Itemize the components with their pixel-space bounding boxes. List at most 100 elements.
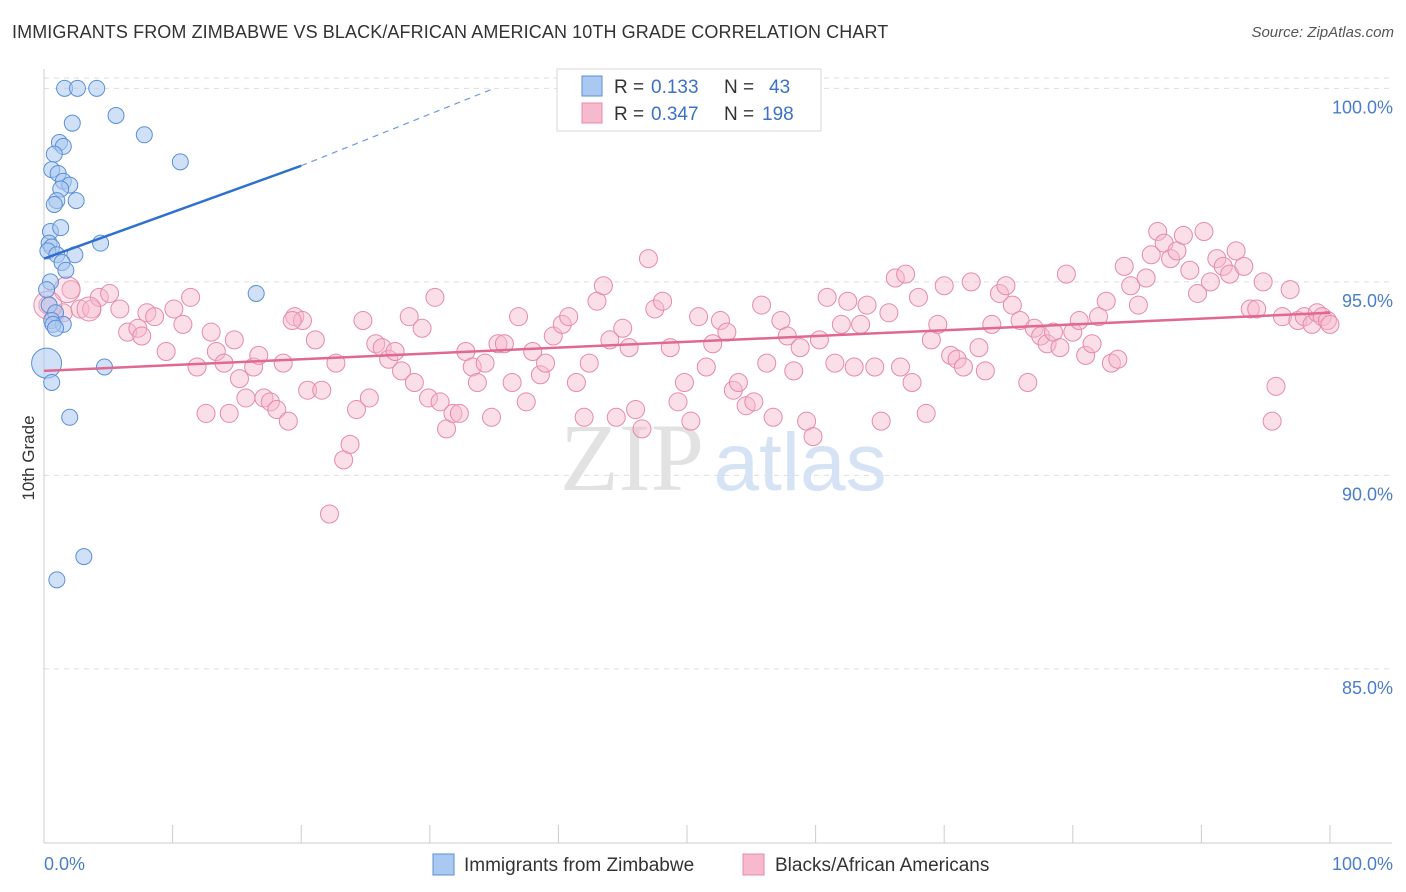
data-point-blacks	[674, 372, 694, 392]
data-point-blacks	[530, 365, 550, 385]
data-point-blacks	[1141, 245, 1161, 265]
data-point-blacks	[1180, 260, 1200, 280]
stats-legend-r-label-2: R =	[614, 104, 644, 125]
data-point-zimbabwe	[47, 319, 65, 337]
data-point-blacks	[1002, 295, 1022, 315]
data-point-blacks	[229, 369, 249, 389]
data-point-blacks	[1161, 249, 1181, 269]
data-point-blacks	[996, 276, 1016, 296]
data-point-blacks	[412, 318, 432, 338]
data-point-blacks	[752, 295, 772, 315]
data-point-blacks	[353, 311, 373, 331]
data-point-blacks	[404, 372, 424, 392]
data-point-blacks	[173, 314, 193, 334]
data-point-blacks	[305, 330, 325, 350]
data-point-blacks	[312, 380, 332, 400]
data-point-blacks	[1037, 334, 1057, 354]
data-point-blacks	[1063, 322, 1083, 342]
data-point-blacks	[145, 307, 165, 327]
data-point-blacks	[831, 314, 851, 334]
data-point-blacks	[1266, 376, 1286, 396]
data-point-blacks	[1108, 349, 1128, 369]
data-point-blacks	[187, 357, 207, 377]
data-point-zimbabwe	[45, 145, 63, 163]
data-point-blacks	[219, 403, 239, 423]
stats-legend-n-label-2: N =	[724, 104, 754, 125]
data-point-blacks	[76, 296, 102, 322]
data-point-blacks	[613, 318, 633, 338]
x-tick-label: 100.0%	[1332, 854, 1393, 874]
data-point-blacks	[851, 314, 871, 334]
data-point-blacks	[579, 353, 599, 373]
data-point-blacks	[1280, 280, 1300, 300]
legend-label-blacks: Blacks/African Americans	[775, 855, 989, 876]
data-point-blacks	[164, 299, 184, 319]
data-point-blacks	[1188, 283, 1208, 303]
data-point-blacks	[1240, 299, 1260, 319]
data-point-blacks	[260, 392, 280, 412]
data-point-blacks	[1247, 299, 1267, 319]
data-point-blacks	[399, 307, 419, 327]
data-point-blacks	[809, 330, 829, 350]
data-point-blacks	[1056, 264, 1076, 284]
data-point-blacks	[593, 276, 613, 296]
data-point-blacks	[825, 353, 845, 373]
data-point-blacks	[110, 299, 130, 319]
trend-line-zimbabwe-extension	[300, 87, 495, 167]
watermark: ZIP atlas	[560, 404, 887, 511]
data-point-blacks	[1050, 338, 1070, 358]
data-point-blacks	[668, 392, 688, 412]
data-point-zimbabwe	[67, 192, 85, 210]
data-point-zimbabwe	[135, 126, 153, 144]
data-point-blacks	[1082, 334, 1102, 354]
data-point-blacks	[626, 400, 646, 420]
data-point-blacks	[902, 372, 922, 392]
data-point-blacks	[689, 307, 709, 327]
data-point-blacks	[132, 326, 152, 346]
y-axis-label: 10th Grade	[19, 415, 38, 500]
data-point-zimbabwe	[48, 571, 66, 589]
data-point-blacks	[425, 287, 445, 307]
data-point-blacks	[817, 287, 837, 307]
data-point-blacks	[953, 357, 973, 377]
data-point-blacks	[744, 392, 764, 412]
data-point-blacks	[1320, 314, 1340, 334]
data-point-blacks	[790, 338, 810, 358]
data-point-blacks	[462, 357, 482, 377]
data-point-blacks	[100, 283, 120, 303]
data-point-zimbabwe	[31, 347, 63, 379]
data-point-blacks	[196, 403, 216, 423]
data-point-blacks	[632, 419, 652, 439]
data-point-blacks	[1226, 241, 1246, 261]
trend-line-zimbabwe	[43, 164, 302, 260]
stats-legend-r-value-1: 0.133	[651, 77, 699, 98]
data-point-blacks	[419, 388, 439, 408]
data-point-zimbabwe	[88, 79, 106, 97]
stats-legend: R = 0.133 N = 43 R = 0.347 N = 198	[556, 68, 822, 132]
data-point-zimbabwe	[171, 153, 189, 171]
data-point-blacks	[803, 427, 823, 447]
data-point-blacks	[928, 314, 948, 334]
stats-legend-n-value-1: 43	[769, 77, 790, 98]
data-point-blacks	[838, 291, 858, 311]
data-point-blacks	[181, 287, 201, 307]
data-point-blacks	[236, 388, 256, 408]
data-point-blacks	[574, 407, 594, 427]
data-point-zimbabwe	[52, 219, 70, 237]
data-point-blacks	[947, 349, 967, 369]
data-point-blacks	[681, 411, 701, 431]
data-point-blacks	[566, 372, 586, 392]
data-point-blacks	[278, 411, 298, 431]
data-point-blacks	[475, 353, 495, 373]
trend-line-blacks	[43, 311, 1331, 373]
data-point-blacks	[1207, 249, 1227, 269]
y-tick-label: 100.0%	[1332, 97, 1393, 117]
watermark-atlas: atlas	[713, 417, 886, 508]
data-point-zimbabwe	[43, 373, 61, 391]
data-point-blacks	[523, 342, 543, 362]
data-point-zimbabwe	[247, 284, 265, 302]
data-point-blacks	[1114, 256, 1134, 276]
data-point-blacks	[559, 307, 579, 327]
